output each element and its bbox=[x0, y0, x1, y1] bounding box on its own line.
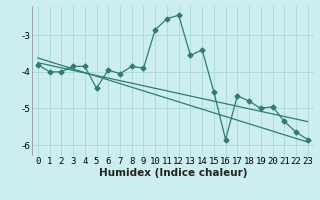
X-axis label: Humidex (Indice chaleur): Humidex (Indice chaleur) bbox=[99, 168, 247, 178]
